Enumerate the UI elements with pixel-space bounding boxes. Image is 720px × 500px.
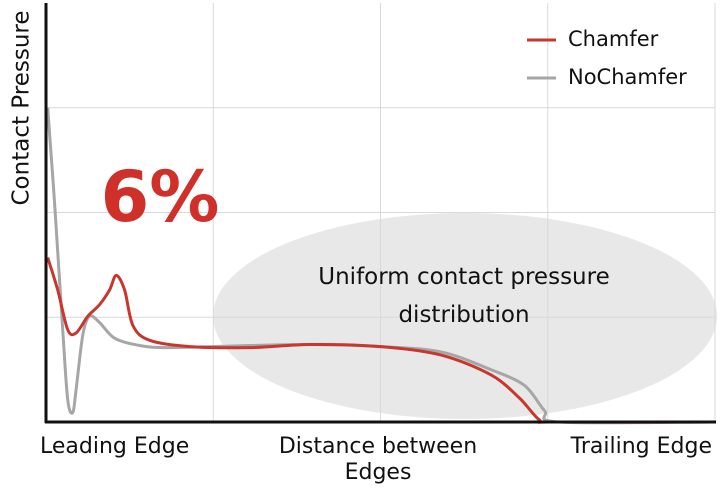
annotation-text: Uniform contact pressure distribution [318, 264, 610, 328]
legend-label: Chamfer [568, 27, 659, 51]
x-label-center: Distance between Edges [278, 434, 478, 485]
x-label-right: Trailing Edge [570, 434, 712, 459]
grid [46, 3, 716, 422]
series-line [46, 107, 716, 425]
annotation-percent: 6% [101, 156, 220, 238]
x-label-left: Leading Edge [40, 434, 190, 459]
legend-label: NoChamfer [568, 65, 687, 89]
series-line [46, 257, 716, 424]
y-axis-label: Contact Pressure [9, 10, 35, 205]
highlight-ellipse [213, 213, 717, 419]
legend: Chamfer NoChamfer [527, 27, 687, 89]
lines [46, 107, 716, 425]
